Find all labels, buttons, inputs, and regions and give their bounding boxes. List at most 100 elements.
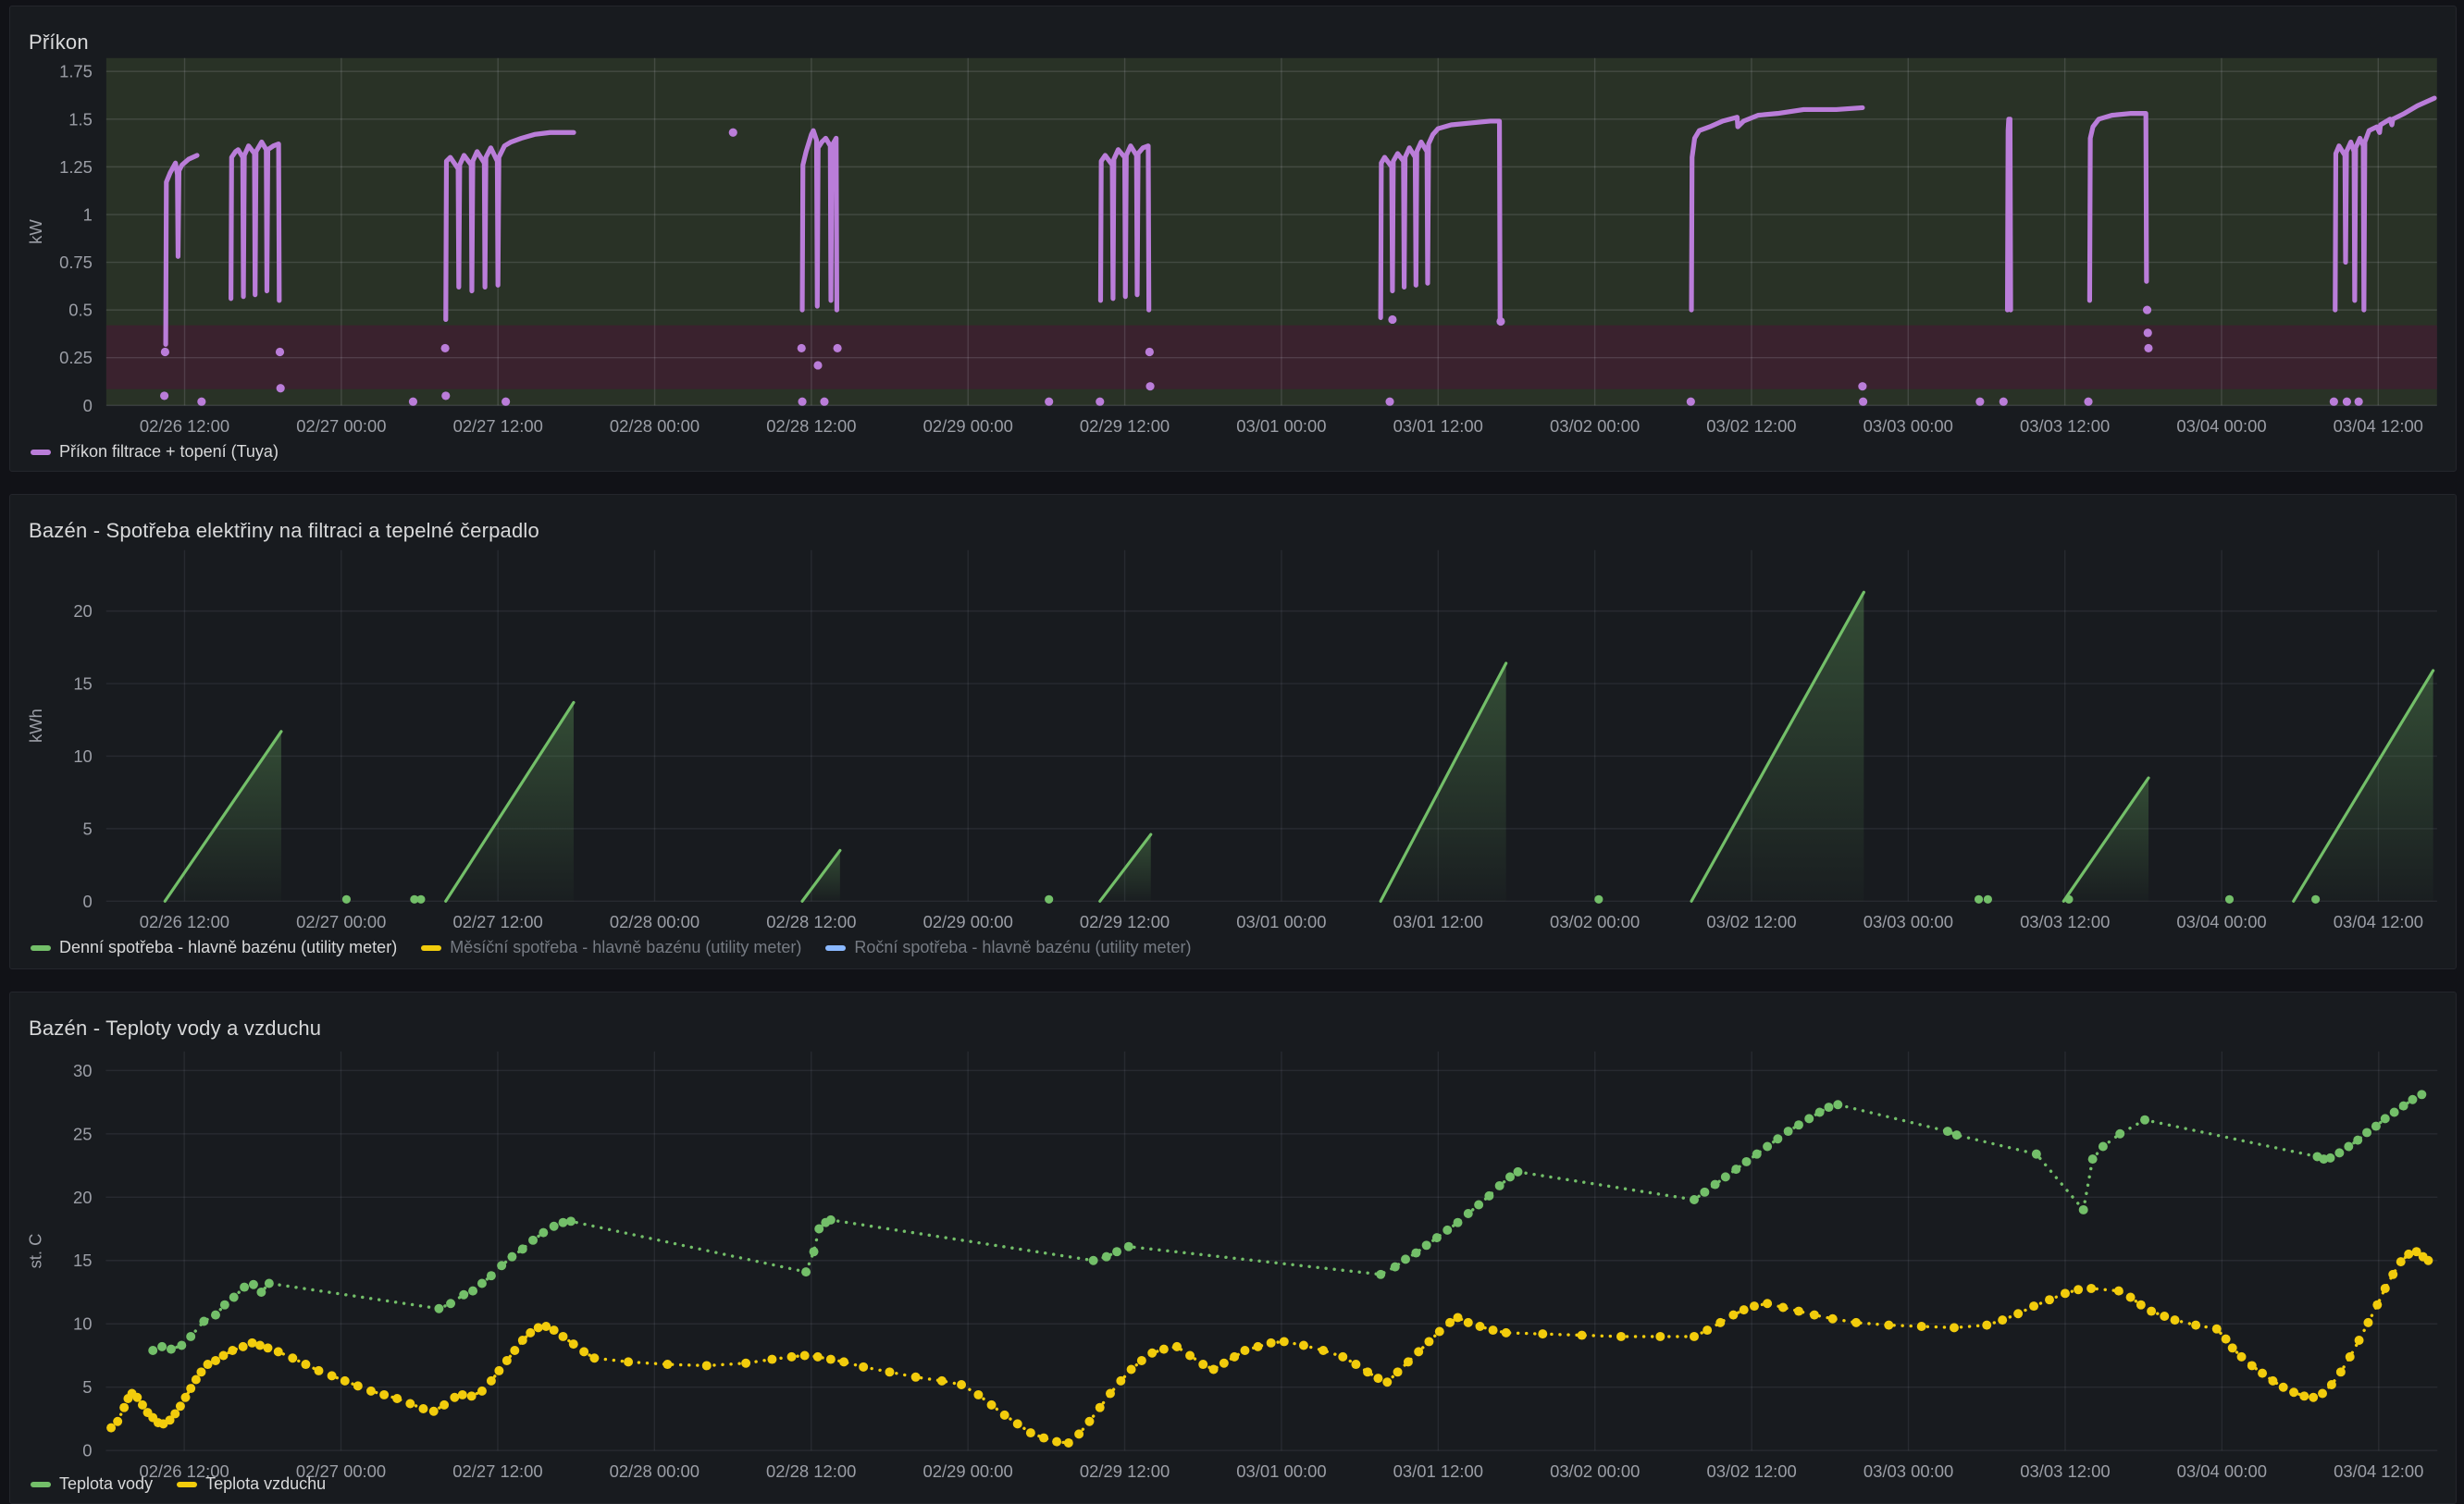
svg-text:02/29 12:00: 02/29 12:00 [1080,416,1170,436]
svg-text:03/01 00:00: 03/01 00:00 [1236,912,1326,931]
svg-text:03/02 12:00: 03/02 12:00 [1706,912,1796,931]
svg-text:1.5: 1.5 [68,109,93,129]
svg-text:0.25: 0.25 [59,348,93,367]
svg-text:03/02 00:00: 03/02 00:00 [1550,1461,1640,1481]
svg-text:03/03 00:00: 03/03 00:00 [1863,1461,1953,1481]
legend-item[interactable]: Denní spotřeba - hlavně bazénu (utility … [31,938,397,957]
panel-spotreba: Bazén - Spotřeba elektřiny na filtraci a… [9,494,2457,969]
svg-text:03/04 12:00: 03/04 12:00 [2334,912,2423,931]
legend-marker [31,1481,51,1487]
legend-label: Roční spotřeba - hlavně bazénu (utility … [854,938,1192,956]
gridlines [105,1051,2438,1451]
svg-text:02/27 00:00: 02/27 00:00 [296,1461,386,1481]
legend-label: Teplota vody [59,1474,154,1493]
svg-text:03/04 00:00: 03/04 00:00 [2176,416,2266,436]
axis-labels: 0 5 10 15 20 02/26 12:00 02/27 00:00 02/27 12:0… [73,601,2423,931]
y-axis-unit-label: kWh [26,709,45,743]
svg-text:1.75: 1.75 [59,62,93,81]
series-water-temp-line [151,1092,2424,1352]
series-water-temp [148,1090,2427,1355]
svg-text:02/29 12:00: 02/29 12:00 [1080,1461,1170,1481]
axis-labels: 0 0.25 0.5 0.75 1 1.25 1.5 1.75 02/26 12:00 02/27… [59,62,2423,436]
svg-text:0.5: 0.5 [68,301,93,320]
svg-text:02/27 00:00: 02/27 00:00 [296,912,386,931]
legend-label: Příkon filtrace + topení (Tuya) [59,442,279,461]
svg-text:1: 1 [83,204,93,224]
svg-text:03/04 12:00: 03/04 12:00 [2334,1461,2423,1481]
svg-text:03/02 12:00: 03/02 12:00 [1706,416,1796,436]
svg-text:03/04 00:00: 03/04 00:00 [2176,912,2266,931]
svg-text:15: 15 [73,674,92,694]
svg-text:02/26 12:00: 02/26 12:00 [140,416,229,436]
svg-text:02/27 12:00: 02/27 12:00 [452,1461,542,1481]
power-chart[interactable]: 0 0.25 0.5 0.75 1 1.25 1.5 1.75 02/26 12:00 02/27… [10,6,2456,471]
panel-title-prikon[interactable]: Příkon [29,31,89,55]
legend-item[interactable]: Příkon filtrace + topení (Tuya) [31,442,279,462]
svg-text:02/29 12:00: 02/29 12:00 [1080,912,1170,931]
temperature-chart-legend: Teplota vody Teplota vzduchu [31,1474,326,1494]
svg-text:02/29 00:00: 02/29 00:00 [922,1461,1012,1481]
svg-text:02/26 12:00: 02/26 12:00 [140,912,229,931]
svg-text:02/28 00:00: 02/28 00:00 [610,912,700,931]
legend-item[interactable]: Měsíční spotřeba - hlavně bazénu (utilit… [421,938,801,957]
svg-text:20: 20 [73,601,92,621]
panel-title-teploty[interactable]: Bazén - Teploty vody a vzduchu [29,1017,322,1041]
svg-text:5: 5 [82,1377,92,1397]
svg-text:02/27 00:00: 02/27 00:00 [296,416,386,436]
panel-teploty: Bazén - Teploty vody a vzduchu 0 5 10 15 20 2… [9,992,2457,1504]
threshold-region-alert [105,325,2437,389]
svg-text:25: 25 [73,1124,92,1143]
axis-labels: 0 5 10 15 20 25 30 02/26 12:00 02/27 00:00 02/27 … [73,1061,2423,1481]
power-chart-legend: Příkon filtrace + topení (Tuya) [31,442,279,462]
series-daily-energy-fill [165,592,2433,902]
legend-item[interactable]: Teplota vody [31,1474,153,1494]
svg-text:02/28 00:00: 02/28 00:00 [610,1461,700,1481]
temperature-chart[interactable]: 0 5 10 15 20 25 30 02/26 12:00 02/27 00:00 02/27 … [10,992,2456,1503]
gridlines [105,549,2437,902]
svg-text:30: 30 [73,1061,92,1080]
svg-text:10: 10 [73,746,92,766]
series-power-dots [160,128,2363,406]
svg-text:0.75: 0.75 [59,253,93,272]
legend-item[interactable]: Teplota vzduchu [177,1474,326,1494]
svg-text:03/01 12:00: 03/01 12:00 [1393,1461,1483,1481]
panel-prikon: Příkon 0 0.25 0.5 0.75 1 1.25 1.5 1.75 02/26 12:… [9,6,2457,472]
legend-marker [177,1481,198,1487]
legend-marker [421,944,442,951]
svg-text:1.25: 1.25 [59,157,93,177]
svg-text:03/03 12:00: 03/03 12:00 [2020,912,2110,931]
svg-text:02/28 12:00: 02/28 12:00 [766,416,856,436]
legend-label: Denní spotřeba - hlavně bazénu (utility … [59,938,398,956]
svg-text:10: 10 [73,1314,92,1334]
svg-text:03/03 00:00: 03/03 00:00 [1863,416,1953,436]
svg-text:02/26 12:00: 02/26 12:00 [139,1461,229,1481]
series-power [163,95,2437,347]
svg-text:02/28 12:00: 02/28 12:00 [766,1461,856,1481]
panel-title-spotreba[interactable]: Bazén - Spotřeba elektřiny na filtraci a… [29,519,539,543]
energy-chart-legend: Denní spotřeba - hlavně bazénu (utility … [31,938,1192,957]
svg-text:02/27 12:00: 02/27 12:00 [453,912,543,931]
svg-text:03/02 00:00: 03/02 00:00 [1550,912,1640,931]
svg-text:02/28 12:00: 02/28 12:00 [766,912,856,931]
svg-text:03/03 12:00: 03/03 12:00 [2020,1461,2110,1481]
svg-text:15: 15 [73,1251,92,1270]
svg-text:5: 5 [83,819,93,838]
svg-text:03/04 00:00: 03/04 00:00 [2177,1461,2267,1481]
series-daily-energy-zero-dots [341,894,2321,904]
y-axis-unit-label: st. C [26,1234,45,1269]
svg-text:03/02 00:00: 03/02 00:00 [1550,416,1640,436]
svg-text:0: 0 [83,892,93,911]
svg-text:03/01 00:00: 03/01 00:00 [1236,416,1326,436]
legend-item[interactable]: Roční spotřeba - hlavně bazénu (utility … [825,938,1192,957]
svg-text:20: 20 [73,1188,92,1207]
svg-text:0: 0 [82,1441,92,1461]
svg-text:02/27 12:00: 02/27 12:00 [453,416,543,436]
svg-text:03/03 00:00: 03/03 00:00 [1863,912,1953,931]
svg-text:02/28 00:00: 02/28 00:00 [610,416,700,436]
energy-chart[interactable]: 0 5 10 15 20 02/26 12:00 02/27 00:00 02/27 12:0… [10,495,2456,968]
svg-text:0: 0 [83,396,93,415]
svg-text:03/02 12:00: 03/02 12:00 [1706,1461,1796,1481]
legend-marker [31,944,51,951]
y-axis-unit-label: kW [26,219,45,244]
